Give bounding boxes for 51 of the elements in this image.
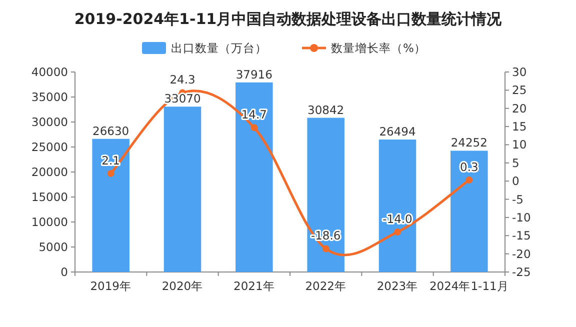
data-label: -14.0 xyxy=(382,212,412,226)
data-label: 14.7 xyxy=(241,108,267,122)
y2-tick-label: 0 xyxy=(512,174,520,188)
y2-tick-label: 25 xyxy=(512,83,527,98)
y-tick-label: 5000 xyxy=(38,240,68,254)
bar xyxy=(378,140,416,272)
x-tick-label: 2023年 xyxy=(376,279,418,293)
y2-tick-label: 10 xyxy=(512,138,527,152)
bar xyxy=(92,138,130,272)
y2-tick-label: -25 xyxy=(512,265,531,279)
bar xyxy=(450,150,488,272)
bar xyxy=(164,106,202,272)
y-tick-label: 10000 xyxy=(31,215,68,229)
point xyxy=(394,228,401,236)
data-label: 24252 xyxy=(450,136,488,150)
data-label: 26630 xyxy=(92,124,130,138)
data-label: 2.1 xyxy=(102,153,120,168)
point xyxy=(250,124,258,132)
y2-tick-label: 20 xyxy=(512,101,527,116)
point xyxy=(107,170,114,177)
x-tick-label: 2020年 xyxy=(162,279,204,293)
y-tick-label: 0 xyxy=(60,265,68,279)
legend-label: 数量增长率（%） xyxy=(331,41,426,55)
point xyxy=(466,176,473,184)
x-tick-label: 2021年 xyxy=(234,279,275,293)
data-label: 0.3 xyxy=(460,160,478,174)
y-tick-label: 25000 xyxy=(31,140,68,154)
data-label: 37916 xyxy=(236,67,272,82)
y2-tick-label: -20 xyxy=(512,246,531,261)
y2-tick-label: -10 xyxy=(512,210,531,224)
point xyxy=(322,245,330,252)
y-tick-label: 20000 xyxy=(31,165,68,179)
chart-title: 2019-2024年1-11月中国自动数据处理设备出口数量统计情况 xyxy=(74,10,503,28)
y-tick-label: 40000 xyxy=(31,65,68,79)
data-label: 30842 xyxy=(308,102,344,117)
legend-label: 出口数量（万台） xyxy=(171,41,267,55)
x-tick-label: 2019年 xyxy=(90,279,132,293)
bar xyxy=(236,82,273,272)
y2-tick-label: 5 xyxy=(512,156,520,170)
y2-tick-label: 30 xyxy=(512,65,527,79)
x-tick-label: 2024年1-11月 xyxy=(429,279,509,293)
y2-tick-label: -15 xyxy=(512,228,531,243)
y-tick-label: 35000 xyxy=(31,90,68,104)
y2-tick-label: 15 xyxy=(512,120,527,134)
data-label: 26494 xyxy=(379,124,416,139)
data-label: 24.3 xyxy=(170,72,196,87)
y-tick-label: 15000 xyxy=(31,190,68,204)
y2-tick-label: -5 xyxy=(512,192,524,206)
y-tick-label: 30000 xyxy=(31,115,68,129)
x-tick-label: 2022年 xyxy=(305,279,346,293)
bar xyxy=(307,118,344,272)
